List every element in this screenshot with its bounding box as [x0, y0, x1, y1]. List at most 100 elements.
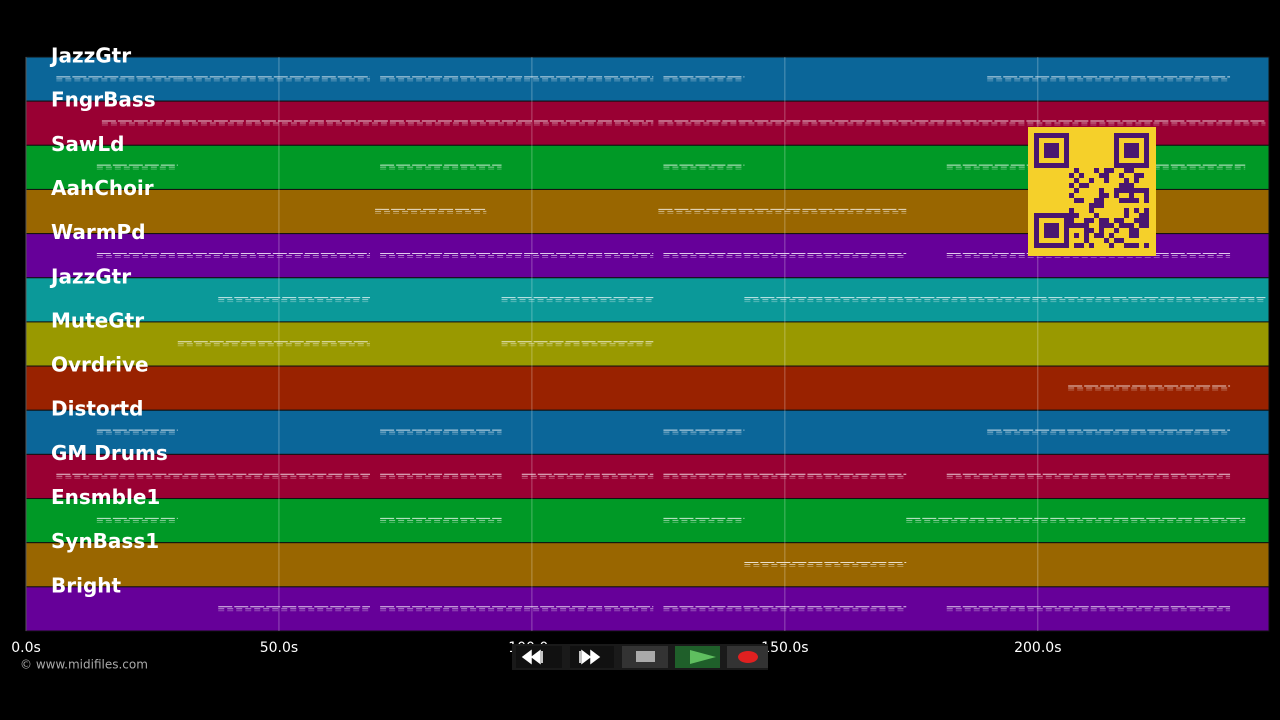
- qr-cell: [1064, 213, 1069, 218]
- qr-cell: [1064, 228, 1069, 233]
- qr-cell: [1114, 228, 1119, 233]
- qr-cell: [1064, 223, 1069, 228]
- qr-cell: [1114, 138, 1119, 143]
- qr-cell: [1049, 213, 1054, 218]
- note-cluster: [177, 76, 371, 82]
- qr-cell: [1124, 188, 1129, 193]
- qr-cell: [1049, 163, 1054, 168]
- note-cluster: [218, 297, 371, 303]
- qr-cell: [1089, 208, 1094, 213]
- qr-cell: [1069, 208, 1074, 213]
- qr-cell: [1069, 223, 1074, 228]
- qr-cell: [1129, 183, 1134, 188]
- qr-cell: [1059, 213, 1064, 218]
- qr-cell: [1129, 243, 1134, 248]
- qr-cell: [1034, 158, 1039, 163]
- qr-cell: [1064, 158, 1069, 163]
- note-cluster: [56, 473, 371, 479]
- note-cluster: [380, 517, 502, 523]
- record-button[interactable]: [727, 646, 768, 668]
- qr-cell: [1134, 148, 1139, 153]
- note-cluster: [744, 297, 1266, 303]
- qr-cell: [1144, 213, 1149, 218]
- x-tick-label: 50.0s: [260, 640, 298, 656]
- qr-cell: [1134, 163, 1139, 168]
- note-cluster: [501, 341, 654, 347]
- qr-cell: [1114, 193, 1119, 198]
- note-cluster: [987, 429, 1231, 435]
- qr-cell: [1129, 233, 1134, 238]
- note-cluster: [177, 341, 371, 347]
- qr-cell: [1079, 183, 1084, 188]
- qr-cell: [1099, 173, 1104, 178]
- qr-cell: [1034, 153, 1039, 158]
- qr-cell: [1129, 193, 1134, 198]
- qr-cell: [1049, 133, 1054, 138]
- qr-cell: [1089, 178, 1094, 183]
- qr-cell: [1129, 223, 1134, 228]
- qr-cell: [1069, 213, 1074, 218]
- qr-cell: [1119, 198, 1124, 203]
- qr-cell: [1144, 243, 1149, 248]
- rewind-button[interactable]: [516, 646, 562, 668]
- qr-cell: [1124, 183, 1129, 188]
- qr-cell: [1094, 203, 1099, 208]
- controls: [512, 644, 768, 670]
- qr-cell: [1054, 153, 1059, 158]
- qr-cell: [1124, 178, 1129, 183]
- labels: JazzGtr FngrBass SawLd AahChoir WarmPd JazzGt…: [49, 44, 168, 598]
- qr-cell: [1124, 143, 1129, 148]
- qr-cell: [1044, 233, 1049, 238]
- qr-cell: [1144, 188, 1149, 193]
- qr-cell: [1089, 243, 1094, 248]
- qr-cell: [1134, 188, 1139, 193]
- stop-button[interactable]: [622, 646, 668, 668]
- note-cluster: [218, 606, 371, 612]
- qr-cell: [1074, 243, 1079, 248]
- qr-cell: [1099, 188, 1104, 193]
- qr-cell: [1124, 208, 1129, 213]
- qr-cell: [1064, 233, 1069, 238]
- note-cluster: [663, 517, 745, 523]
- qr-cell: [1114, 163, 1119, 168]
- x-tick-label: 0.0s: [11, 640, 41, 656]
- qr-cell: [1129, 168, 1134, 173]
- note-cluster: [101, 120, 654, 126]
- qr-cell: [1104, 168, 1109, 173]
- qr-cell: [1144, 208, 1149, 213]
- qr-cell: [1054, 163, 1059, 168]
- qr-cell: [1144, 163, 1149, 168]
- note-cluster: [1068, 385, 1231, 391]
- qr-cell: [1109, 168, 1114, 173]
- note-cluster: [663, 76, 745, 82]
- qr-cell: [1144, 138, 1149, 143]
- qr-cell: [1069, 173, 1074, 178]
- track-name: JazzGtr: [49, 44, 131, 68]
- forward-button[interactable]: [570, 646, 614, 668]
- track-name: WarmPd: [51, 220, 146, 244]
- qr-cell: [1064, 153, 1069, 158]
- x-tick-label: 200.0s: [1014, 640, 1061, 656]
- qr-cell: [1054, 233, 1059, 238]
- qr-code: [1028, 127, 1156, 256]
- qr-cell: [1144, 133, 1149, 138]
- qr-cell: [1134, 143, 1139, 148]
- qr-cell: [1134, 243, 1139, 248]
- qr-cell: [1079, 243, 1084, 248]
- qr-cell: [1144, 223, 1149, 228]
- play-button[interactable]: [675, 646, 720, 668]
- note-cluster: [521, 473, 654, 479]
- qr-cell: [1139, 133, 1144, 138]
- qr-cell: [1039, 243, 1044, 248]
- track-name: FngrBass: [51, 88, 156, 112]
- qr-cell: [1139, 173, 1144, 178]
- qr-cell: [1069, 183, 1074, 188]
- qr-cell: [1119, 238, 1124, 243]
- qr-cell: [1134, 133, 1139, 138]
- qr-cell: [1114, 218, 1119, 223]
- track-name: GM Drums: [51, 441, 168, 465]
- qr-cell: [1124, 223, 1129, 228]
- qr-cell: [1099, 228, 1104, 233]
- qr-cell: [1134, 173, 1139, 178]
